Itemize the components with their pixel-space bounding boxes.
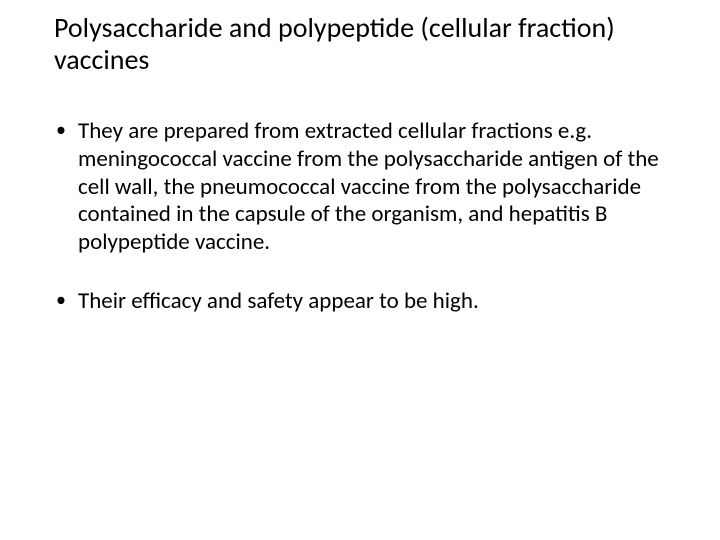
slide: Polysaccharide and polypeptide (cellular… [0, 0, 720, 540]
bullet-list: They are prepared from extracted cellula… [54, 118, 680, 316]
slide-title: Polysaccharide and polypeptide (cellular… [54, 12, 680, 76]
list-item: They are prepared from extracted cellula… [54, 118, 680, 256]
list-item: Their efficacy and safety appear to be h… [54, 288, 680, 316]
